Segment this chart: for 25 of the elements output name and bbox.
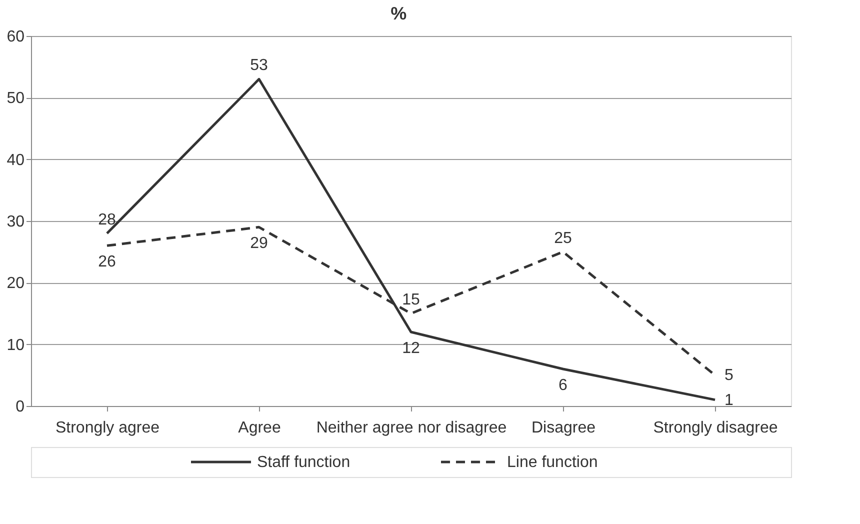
y-tick-label: 60 [6,28,25,46]
x-tick-label: Strongly agree [55,420,160,436]
x-tick-label: Neither agree nor disagree [316,420,507,436]
x-tick-label: Disagree [531,420,596,436]
y-tick-label: 40 [6,152,25,169]
data-label: 29 [250,235,268,252]
data-label: 12 [402,340,420,357]
data-label: 1 [724,392,734,409]
y-tick-label: 50 [6,90,25,108]
y-tick-label: 30 [6,214,25,230]
legend-label: Staff function [257,454,350,471]
data-label: 53 [250,57,268,74]
y-tick-label: 10 [6,336,25,354]
x-tick-label: Strongly disagree [653,420,778,436]
data-label: 26 [98,254,116,271]
data-label: 5 [724,367,734,384]
y-tick-label: 20 [6,275,25,292]
x-tick-label: Agree [238,420,281,436]
data-label: 6 [558,377,568,394]
data-label: 15 [402,292,420,308]
chart-title: % [390,4,407,24]
y-tick-label: 0 [16,398,25,416]
data-label: 28 [98,211,116,228]
legend-label: Line function [507,454,598,471]
data-label: 25 [554,230,572,247]
